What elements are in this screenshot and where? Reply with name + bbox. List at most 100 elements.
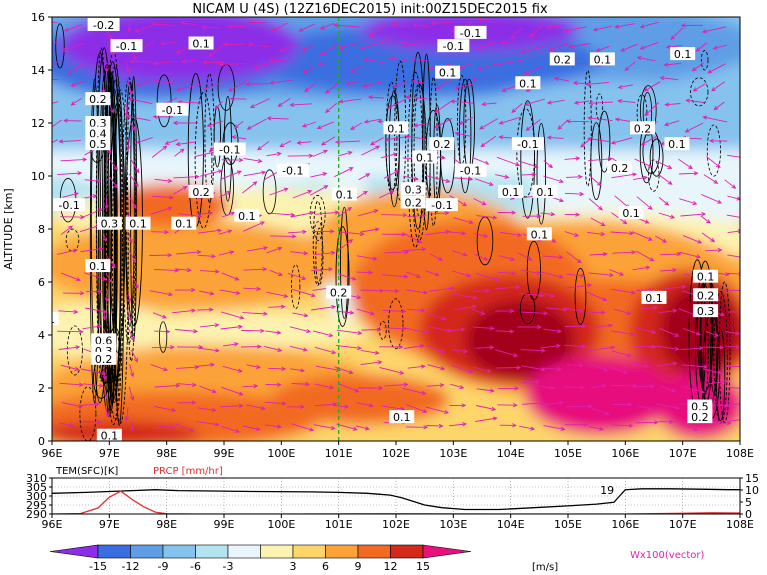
wind-vector	[311, 267, 334, 272]
wind-vector	[199, 385, 217, 394]
wind-vector	[425, 344, 446, 353]
wind-vector	[548, 43, 569, 51]
wind-vector	[105, 406, 110, 418]
contour-label: 0.1	[412, 150, 438, 164]
contour-label: -0.2	[87, 17, 120, 32]
wind-vector	[356, 255, 378, 261]
wind-vector	[588, 310, 606, 315]
wind-vector	[382, 405, 406, 411]
contour-line	[710, 317, 719, 394]
wind-vector	[471, 77, 495, 82]
wind-vector	[620, 43, 638, 52]
wind-vector	[499, 423, 517, 428]
wind-vector	[338, 383, 360, 393]
svg-text:0.1: 0.1	[697, 271, 715, 284]
wind-vector	[428, 326, 452, 333]
wind-vector	[473, 233, 489, 238]
wind-vector	[701, 345, 725, 350]
wind-vector	[172, 308, 197, 314]
contour-label: 0.1	[389, 410, 415, 424]
wind-vector	[637, 405, 653, 411]
wind-vector	[497, 210, 517, 215]
svg-text:-0.1: -0.1	[162, 104, 183, 117]
wind-vector	[291, 382, 310, 387]
wind-vector	[175, 329, 199, 334]
wind-vector	[402, 42, 427, 48]
wind-vector	[175, 423, 195, 432]
wind-vector	[336, 344, 363, 351]
svg-text:0.2: 0.2	[192, 186, 210, 199]
x-tick-label: 104E	[497, 447, 525, 460]
wind-vector	[611, 423, 634, 428]
wind-vector	[633, 344, 657, 350]
wind-vector	[664, 102, 681, 107]
wind-vector	[640, 135, 657, 146]
wind-vector	[383, 170, 400, 179]
wind-vector	[610, 383, 638, 388]
wind-vector	[199, 269, 220, 274]
sub-x-tick-label: 98E	[156, 518, 177, 531]
wind-vector	[52, 60, 60, 69]
wind-vector	[57, 329, 84, 334]
wind-vector	[177, 382, 197, 388]
wind-vector	[635, 250, 655, 262]
wind-vector	[566, 251, 582, 264]
wind-vector	[298, 23, 316, 32]
wind-vector	[497, 59, 523, 66]
wind-vector	[325, 102, 338, 113]
svg-text:0.1: 0.1	[674, 48, 692, 61]
wind-vector	[608, 366, 628, 375]
x-tick-label: 97E	[99, 447, 120, 460]
wind-vector	[247, 42, 270, 48]
wind-vector	[127, 293, 132, 304]
sub-left-tick-label: 295	[26, 499, 47, 512]
wind-vector	[613, 308, 632, 315]
sub-x-tick-label: 104E	[497, 518, 525, 531]
wind-vector	[206, 120, 224, 128]
wind-vector	[81, 368, 107, 376]
wind-vector	[458, 116, 474, 125]
wind-vector	[287, 153, 314, 158]
wind-vector	[680, 211, 707, 217]
wind-vector	[387, 98, 407, 109]
wind-vector	[246, 246, 269, 252]
wind-vector	[337, 207, 353, 218]
wind-vector	[520, 172, 537, 177]
wind-vector	[368, 25, 383, 38]
contour-label: -0.1	[276, 163, 309, 178]
wind-vector	[61, 272, 82, 282]
wind-vector	[337, 239, 354, 252]
wind-vector	[614, 23, 635, 29]
contour-labels: -0.20.1-0.1 -0.1-0.10.2 0.1 0.10.10.10.2-0.…	[52, 17, 719, 441]
wind-vector	[634, 384, 655, 389]
y-tick-label: 0	[38, 435, 45, 448]
wind-vector	[314, 383, 335, 390]
wind-vector	[565, 283, 593, 289]
wind-vector	[589, 176, 602, 187]
wind-vector	[153, 268, 180, 273]
tem-label: TEM(SFC)[K]	[55, 466, 118, 477]
wind-vector	[407, 213, 427, 218]
wind-vector	[320, 136, 336, 146]
wind-vector	[728, 311, 740, 313]
wind-vector	[448, 327, 466, 332]
wind-vector	[361, 145, 381, 156]
wind-vector	[472, 309, 486, 315]
wind-vector	[678, 171, 699, 176]
y-tick-label: 14	[31, 64, 45, 77]
wind-vector	[586, 136, 611, 143]
wind-vector	[126, 325, 135, 342]
sub-left-tick-label: 310	[26, 472, 47, 485]
wind-vector	[589, 345, 616, 352]
wind-vector	[363, 57, 385, 64]
wind-vector	[586, 291, 608, 302]
wind-vector	[474, 178, 494, 186]
wind-vector	[220, 403, 244, 408]
wind-vector	[52, 119, 62, 128]
wind-vector	[726, 214, 740, 218]
wind-vector	[60, 214, 85, 220]
wind-vector	[175, 141, 196, 147]
wind-vector	[383, 326, 407, 331]
wind-vector	[564, 212, 581, 217]
wind-vector	[406, 404, 428, 413]
